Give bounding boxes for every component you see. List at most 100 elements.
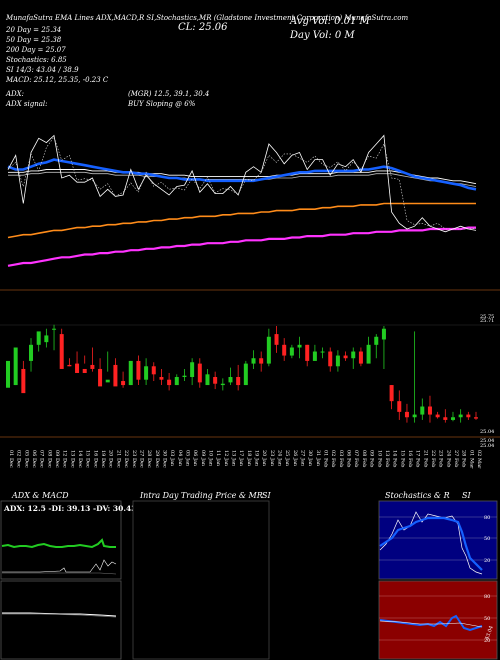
- date-tick: 27 Dec: [138, 450, 144, 468]
- candle: [59, 328, 64, 369]
- date-tick: 01 Dec: [8, 450, 14, 468]
- stoch-tick-50: 50: [484, 536, 490, 542]
- candle-body: [259, 358, 264, 364]
- date-tick: 04 Jan: [177, 450, 183, 467]
- candle: [366, 336, 371, 364]
- candle: [435, 411, 440, 419]
- candle: [289, 344, 294, 359]
- close-avg-line: [7, 136, 477, 230]
- candle: [443, 409, 448, 423]
- candle-body: [243, 363, 248, 386]
- candle: [236, 364, 241, 391]
- candle-body: [305, 344, 310, 361]
- candle-body: [335, 355, 340, 367]
- date-tick: 03 Jan: [169, 450, 175, 467]
- candle: [98, 358, 103, 387]
- candle: [6, 360, 10, 388]
- candle-body: [113, 364, 118, 387]
- date-tick: 28 Dec: [146, 450, 152, 468]
- candle: [358, 347, 363, 367]
- header-line: MunafaSutra EMA Lines ADX,MACD,R SI,Stoc…: [6, 14, 496, 22]
- date-tick: 08 Feb: [361, 450, 367, 467]
- date-tick: 24 Jan: [277, 450, 283, 467]
- rsi-panel: [378, 580, 498, 660]
- candle-body: [397, 401, 402, 412]
- date-tick: 02 Mar: [476, 450, 482, 469]
- candle-body: [6, 360, 10, 388]
- date-tick: 01 Feb: [323, 450, 329, 467]
- candle: [259, 351, 264, 372]
- candle-body: [443, 417, 448, 420]
- candle-body: [29, 344, 34, 361]
- candle: [228, 367, 233, 386]
- candle: [282, 338, 287, 361]
- date-tick: 27 Jan: [300, 450, 306, 467]
- candle-body: [105, 379, 110, 383]
- date-tick: 13 Jan: [230, 450, 236, 467]
- candles: [6, 324, 478, 423]
- candle-body: [44, 335, 49, 343]
- candle: [474, 411, 478, 420]
- candle: [389, 385, 394, 410]
- candle: [105, 351, 110, 383]
- candle-body: [474, 417, 478, 419]
- candle-body: [366, 344, 371, 364]
- stoch-panel-title: Stochastics & R: [385, 491, 450, 500]
- date-tick: 10 Jan: [207, 450, 213, 467]
- intraday-panel: [132, 500, 270, 660]
- candle-body: [228, 377, 233, 383]
- date-tick: 21 Dec: [115, 450, 121, 468]
- candle: [205, 368, 210, 386]
- candle: [404, 403, 409, 423]
- candle: [144, 358, 149, 386]
- candle: [351, 347, 356, 369]
- legend-adx-value: (MGR) 12.5, 39.1, 30.4: [128, 90, 210, 98]
- date-tick: 16 Dec: [92, 450, 98, 468]
- date-tick: 22 Feb: [430, 450, 436, 467]
- indicator-panels: ADX: 12.5 -DI: 39.13 -DV: 30.43 80 50 20…: [0, 500, 498, 660]
- date-tick: 28 Feb: [461, 450, 467, 467]
- candle: [335, 350, 340, 372]
- rsi-line: [379, 614, 483, 632]
- candle-body: [144, 366, 149, 380]
- candle: [243, 360, 248, 386]
- candle-body: [21, 368, 26, 394]
- candle: [197, 358, 202, 388]
- candle: [44, 328, 49, 348]
- candle-body: [320, 351, 325, 353]
- stoch-k-line: [379, 511, 483, 575]
- date-tick: 23 Jan: [269, 450, 275, 467]
- date-tick: 10 Feb: [376, 450, 382, 467]
- candle: [121, 371, 126, 388]
- date-tick: 09 Jan: [200, 450, 206, 467]
- candle: [82, 355, 87, 373]
- candle-body: [190, 362, 195, 378]
- date-tick: 15 Dec: [85, 450, 91, 468]
- candle-body: [458, 414, 463, 418]
- date-tick: 11 Jan: [215, 450, 221, 467]
- candle-body: [343, 355, 348, 359]
- date-tick: 17 Jan: [238, 450, 244, 467]
- candle-body: [205, 374, 210, 386]
- candle: [52, 324, 57, 351]
- candle: [312, 344, 317, 361]
- candle: [427, 395, 432, 423]
- date-tick: 02 Dec: [16, 450, 22, 468]
- candle-body: [36, 331, 41, 345]
- date-tick: 21 Feb: [422, 450, 428, 467]
- legend-ema50: 50 Day = 25.38: [6, 36, 62, 44]
- candle-body: [450, 417, 455, 420]
- candle: [213, 371, 218, 390]
- date-tick: 09 Dec: [54, 450, 60, 468]
- date-tick: 12 Dec: [62, 450, 68, 468]
- date-tick: 07 Feb: [353, 450, 359, 467]
- candle: [151, 362, 156, 382]
- candle: [29, 338, 34, 372]
- legend-macd: MACD: 25.12, 25.35, -0.23 C: [6, 76, 109, 84]
- candle: [251, 350, 256, 369]
- date-tick: 23 Dec: [131, 450, 137, 468]
- stoch-panel-si: SI: [462, 491, 471, 500]
- date-tick: 14 Dec: [77, 450, 83, 468]
- candle: [159, 368, 164, 386]
- candle: [274, 326, 279, 353]
